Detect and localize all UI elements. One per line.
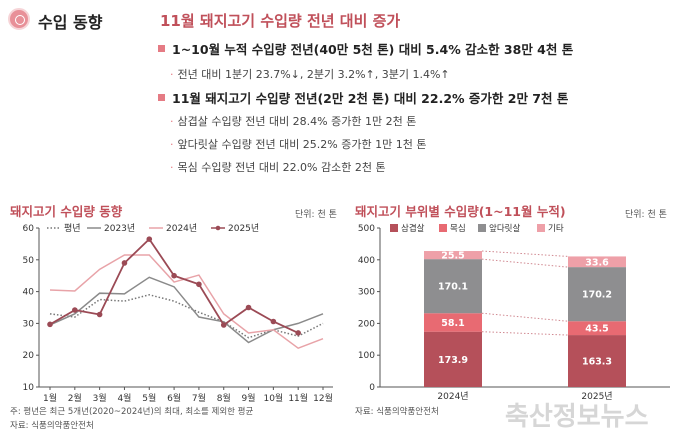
- y-tick-label: 40: [23, 288, 35, 298]
- data-point: [146, 236, 153, 242]
- connector-line: [481, 331, 569, 336]
- series-line-평년: [49, 294, 324, 339]
- x-tick-label: 7월: [192, 392, 206, 404]
- bar-chart-title: 돼지고기 부위별 수입량(1~11월 누적): [355, 204, 566, 219]
- bar-chart: 0 100 200 300 400 500 173.9 58.1 170.1 25.5 2024년 1…: [358, 223, 670, 402]
- series-line-2023년: [49, 276, 324, 344]
- x-tick-label: 8월: [217, 392, 231, 404]
- x-tick-label: 10월: [263, 392, 283, 404]
- bar-segment-기타: [568, 256, 626, 268]
- sub-bullet: 목심 수입량 전년 대비 22.0% 감소한 2천 톤: [170, 159, 386, 175]
- legend-label: 평년: [64, 223, 81, 234]
- connector-line: [481, 312, 569, 322]
- bar-segment-앞다릿살: [568, 267, 626, 322]
- data-label: 170.1: [438, 282, 468, 293]
- data-point: [72, 307, 78, 313]
- x-tick-label: 11월: [288, 392, 308, 404]
- line-chart-source: 자료: 식품의약품안전처: [10, 421, 94, 431]
- bar-chart-unit: 단위: 천 톤: [625, 210, 667, 220]
- y-tick-label: 20: [23, 351, 35, 361]
- bar-chart-source: 자료: 식품의약품안전처: [355, 407, 439, 417]
- x-tick-label: 3월: [93, 392, 107, 404]
- legend-label: 2025년: [228, 223, 259, 234]
- data-label: 43.5: [585, 324, 608, 335]
- y-tick-label: 50: [23, 256, 35, 266]
- data-label: 33.6: [585, 257, 609, 268]
- x-tick-label: 6월: [167, 392, 181, 404]
- legend-label: 앞다릿살: [489, 223, 520, 234]
- bullet-2: 11월 돼지고기 수입량 전년(2만 2천 톤) 대비 22.2% 증가한 2만…: [158, 88, 568, 107]
- line-chart: 10 20 30 40 50 60 1월 2월 3월 4월 5월 6월 7월 8월 9월 10월 11월 12월 평…: [23, 223, 333, 404]
- legend-label: 2024년: [166, 223, 197, 234]
- data-label: 163.3: [582, 357, 612, 368]
- data-point: [245, 304, 252, 311]
- legend-swatch: [478, 224, 486, 232]
- watermark: 축산정보뉴스: [505, 402, 649, 432]
- legend-swatch: [439, 224, 447, 232]
- x-tick-label: 4월: [117, 392, 131, 404]
- bar-segment-삼겹살: [568, 335, 626, 387]
- data-point: [96, 311, 103, 318]
- data-point: [47, 321, 53, 328]
- legend-swatch: [390, 224, 398, 232]
- data-point: [270, 318, 277, 325]
- sub-bullet: 전년 대비 1분기 23.7%↓, 2분기 3.2%↑, 3분기 1.4%↑: [170, 66, 450, 82]
- bullet-1: 1~10월 누적 수입량 전년(40만 5천 톤) 대비 5.4% 감소한 38…: [158, 39, 573, 58]
- data-label: 58.1: [441, 318, 464, 329]
- connector-line: [481, 258, 569, 268]
- section-title: 수입 동향: [38, 13, 103, 32]
- bar-segment-목심: [424, 313, 482, 332]
- y-tick-label: 400: [358, 256, 375, 266]
- x-tick-label: 1월: [43, 392, 57, 404]
- y-tick-label: 300: [358, 288, 375, 298]
- headline: 11월 돼지고기 수입량 전년 대비 증가: [160, 12, 401, 30]
- y-tick-label: 30: [23, 319, 35, 329]
- x-tick-label: 12월: [313, 392, 333, 404]
- legend-label: 기타: [548, 224, 564, 234]
- legend-label: 목심: [450, 223, 466, 234]
- bar-segment-삼겹살: [424, 331, 482, 387]
- x-tick-label: 5월: [142, 392, 156, 404]
- sub-bullet: 삼겹살 수입량 전년 대비 28.4% 증가한 1만 2천 톤: [170, 113, 417, 129]
- y-tick-label: 500: [358, 224, 375, 234]
- legend-swatch: [537, 224, 545, 232]
- x-tick-label: 9월: [242, 392, 256, 404]
- line-chart-note: 주: 평년은 최근 5개년(2020~2024년)의 최대, 최소를 제외한 평…: [10, 407, 254, 417]
- bar-segment-기타: [424, 251, 482, 260]
- line-chart-unit: 단위: 천 톤: [295, 210, 337, 220]
- data-label: 173.9: [438, 355, 468, 366]
- data-point: [171, 272, 177, 279]
- legend-marker: [215, 225, 221, 231]
- data-label: 25.5: [441, 251, 464, 262]
- y-tick-label: 60: [23, 224, 35, 234]
- data-label: 170.2: [582, 290, 612, 301]
- legend-label: 삼겹살: [401, 223, 425, 234]
- data-point: [121, 260, 128, 266]
- data-point: [196, 281, 202, 288]
- data-point: [220, 322, 227, 328]
- sub-bullet: 앞다릿살 수입량 전년 대비 25.2% 증가한 1만 1천 톤: [170, 136, 427, 152]
- connector-line: [481, 250, 569, 257]
- line-chart-title: 돼지고기 수입량 동향: [10, 204, 123, 219]
- x-tick-label: 2024년: [437, 391, 468, 402]
- legend-label: 2023년: [104, 223, 135, 234]
- bar-segment-목심: [568, 321, 626, 336]
- pig-icon: [8, 8, 30, 30]
- bar-segment-앞다릿살: [424, 259, 482, 314]
- y-tick-label: 100: [358, 351, 375, 361]
- y-tick-label: 200: [358, 319, 375, 329]
- data-point: [295, 330, 301, 336]
- series-line-2024년: [49, 254, 324, 350]
- y-tick-label: 10: [23, 383, 35, 393]
- x-tick-label: 2025년: [581, 391, 612, 402]
- x-tick-label: 2월: [68, 392, 82, 404]
- y-tick-label: 0: [369, 383, 375, 393]
